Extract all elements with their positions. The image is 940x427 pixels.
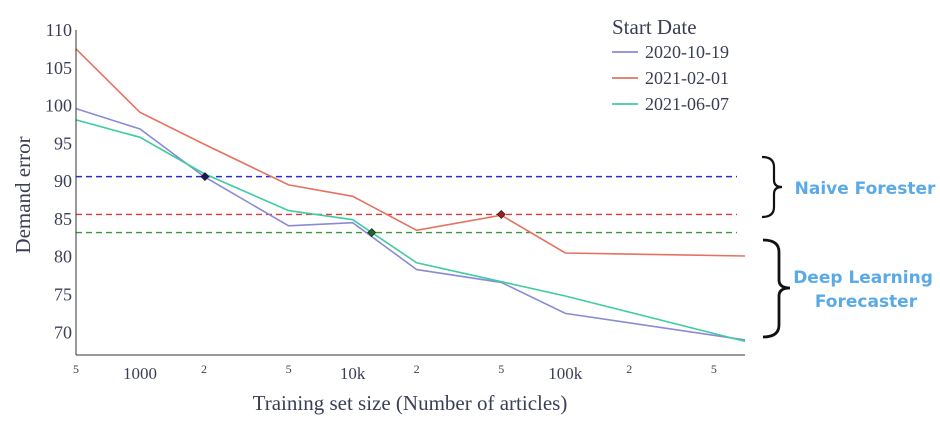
marker-1 bbox=[367, 228, 377, 237]
brace-naive bbox=[761, 155, 783, 219]
legend: Start Date 2020-10-19 2021-02-01 2021-06-0… bbox=[612, 15, 729, 114]
y-tick-label: 80 bbox=[54, 247, 72, 267]
legend-label-2021-02-01: 2021-02-01 bbox=[645, 68, 729, 88]
legend-label-2020-10-19: 2020-10-19 bbox=[645, 42, 729, 62]
reference-lines bbox=[76, 175, 737, 234]
brace-deep bbox=[762, 238, 791, 339]
annotation-deep-line-1: Deep Learning bbox=[793, 268, 933, 288]
annotation-deep-learning-forecaster: Deep Learning Forecaster bbox=[793, 268, 939, 312]
marker-0 bbox=[200, 172, 210, 182]
brace-deep-shape bbox=[762, 238, 791, 339]
x-tick-label: 10k bbox=[340, 364, 366, 383]
annotation-deep-line-2: Forecaster bbox=[815, 292, 918, 312]
x-tick-label: 1000 bbox=[123, 364, 157, 383]
legend-items: 2020-10-19 2021-02-01 2021-06-07 bbox=[612, 42, 729, 114]
series-line-2021-02-01 bbox=[75, 48, 746, 257]
y-tick-label: 110 bbox=[46, 20, 72, 40]
y-ticks: 110 105 100 95 90 85 80 75 70 bbox=[45, 20, 72, 342]
x-tick-label: 5 bbox=[286, 362, 292, 376]
y-tick-label: 70 bbox=[54, 322, 72, 342]
x-tick-label: 5 bbox=[73, 362, 79, 376]
series-line-2020-10-19 bbox=[75, 107, 746, 341]
x-tick-label: 2 bbox=[414, 362, 420, 376]
marker-2 bbox=[496, 209, 506, 219]
x-tick-label: 5 bbox=[711, 362, 717, 376]
x-axis-label: Training set size (Number of articles) bbox=[253, 391, 568, 415]
x-tick-label: 2 bbox=[201, 362, 207, 376]
y-tick-label: 105 bbox=[45, 58, 72, 78]
y-tick-label: 85 bbox=[54, 209, 72, 229]
y-axis-label: Demand error bbox=[11, 136, 35, 253]
y-tick-label: 100 bbox=[45, 96, 72, 116]
axes bbox=[75, 30, 745, 356]
annotation-naive-forester: Naive Forester bbox=[795, 179, 936, 199]
series-line-2021-06-07 bbox=[75, 119, 746, 343]
x-tick-label: 2 bbox=[626, 362, 632, 376]
series-layer bbox=[75, 48, 746, 343]
legend-label-2021-06-07: 2021-06-07 bbox=[645, 94, 729, 114]
x-tick-label: 100k bbox=[548, 364, 583, 383]
brace-naive-shape bbox=[761, 155, 783, 219]
y-tick-label: 75 bbox=[54, 285, 72, 305]
legend-title: Start Date bbox=[612, 15, 697, 39]
x-tick-label: 5 bbox=[498, 362, 504, 376]
markers bbox=[200, 172, 506, 237]
y-tick-label: 95 bbox=[54, 133, 72, 153]
x-ticks: 5 1000 2 5 10k 2 5 100k 2 5 bbox=[73, 362, 717, 383]
y-tick-label: 90 bbox=[54, 171, 72, 191]
